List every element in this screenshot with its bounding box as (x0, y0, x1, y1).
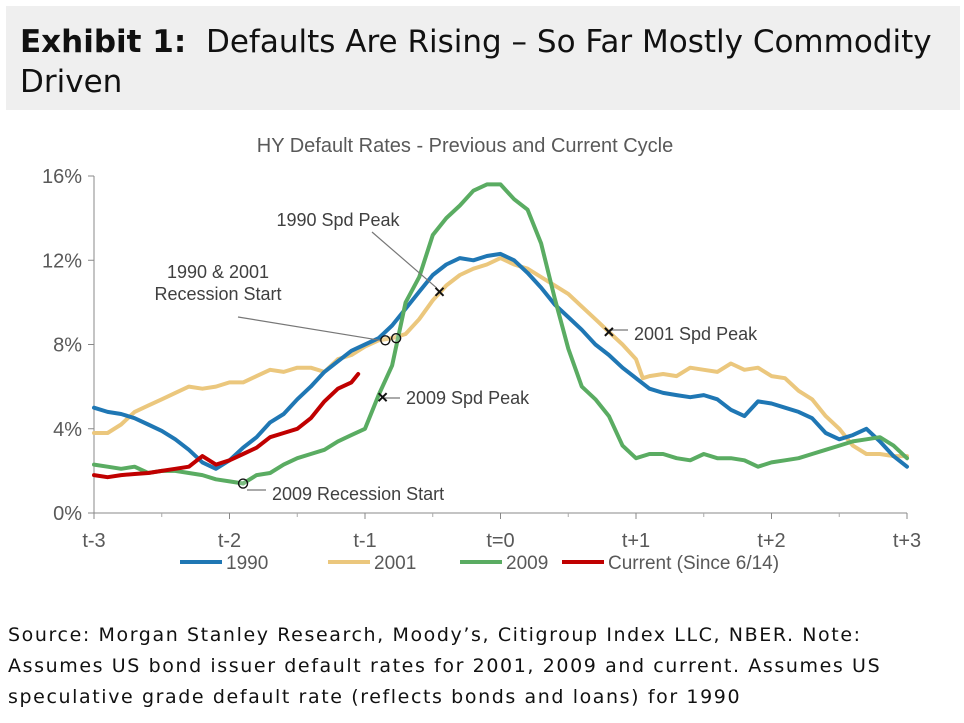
marker-stroke (377, 392, 388, 402)
legend: 1990 2001 2009 Current (Since 6/14) (180, 553, 779, 574)
annotation-leader (371, 231, 437, 289)
annotation-marker-x (604, 327, 614, 337)
series-line-current (92, 372, 361, 480)
annotation-label: 2009 Spd Peak (406, 388, 530, 408)
default-rates-chart: HY Default Rates - Previous and Current … (42, 135, 921, 574)
y-tick-label: 0% (53, 503, 82, 525)
legend-label: Current (Since 6/14) (608, 553, 779, 574)
exhibit-header: Exhibit 1: Defaults Are Rising – So Far … (6, 6, 960, 110)
legend-label: 1990 (226, 553, 268, 574)
y-tick-label: 4% (53, 419, 82, 441)
annotation-marker-circle (380, 335, 391, 346)
series-line-2001 (92, 256, 909, 459)
annotation-label-line: 1990 Spd Peak (276, 210, 400, 230)
y-tick-label: 8% (53, 335, 82, 357)
exhibit-title-text: Defaults Are Rising – So Far Mostly Comm… (20, 24, 932, 100)
legend-label: 2001 (374, 553, 416, 574)
annotation-label-line: Recession Start (154, 284, 281, 304)
x-tick-label: t+2 (757, 530, 785, 552)
x-tick-label: t-1 (353, 530, 376, 552)
x-tick-label: t+3 (893, 530, 921, 552)
axes: 0% 4% 8% 12% 16% t-3 t-2 t-1 t=0 t+1 t+2 t+3 (42, 166, 921, 552)
legend-label: 2009 (506, 553, 548, 574)
exhibit-label: Exhibit 1: (20, 24, 187, 60)
annotation-label-line: 2009 Recession Start (272, 484, 444, 504)
annotation-label: 1990 & 2001 Recession Start (154, 262, 281, 304)
x-tick-label: t=0 (486, 530, 514, 552)
series-line-2009 (92, 182, 909, 486)
annotation-label-line: 2001 Spd Peak (634, 324, 758, 344)
marker-stroke (434, 287, 445, 297)
series-lines (92, 182, 909, 486)
source-note: Source: Morgan Stanley Research, Moody’s… (8, 624, 882, 708)
annotation-marker-circle (390, 332, 402, 344)
annotation-marker-circle (237, 478, 249, 489)
y-tick-label: 16% (42, 166, 82, 188)
annotation-marker-x (434, 287, 445, 297)
marker-stroke (604, 327, 614, 337)
chart-title: HY Default Rates - Previous and Current … (257, 135, 673, 157)
annotation-label-line: 2009 Spd Peak (406, 388, 530, 408)
annotations: 1990 Spd Peak 1990 & 2001 Recession Start 2… (154, 210, 758, 504)
annotation-label: 2001 Spd Peak (634, 324, 758, 344)
exhibit-title: Exhibit 1: Defaults Are Rising – So Far … (6, 6, 960, 102)
x-tick-label: t-2 (218, 530, 241, 552)
y-tick-label: 12% (42, 250, 82, 272)
annotation-marker-x (377, 392, 388, 402)
annotation-leader (237, 316, 381, 341)
annotation-label: 2009 Recession Start (272, 484, 444, 504)
annotation-label-line: 1990 & 2001 (167, 262, 269, 282)
x-tick-label: t+1 (622, 530, 650, 552)
annotation-label: 1990 Spd Peak (276, 210, 400, 230)
x-tick-label: t-3 (82, 530, 105, 552)
